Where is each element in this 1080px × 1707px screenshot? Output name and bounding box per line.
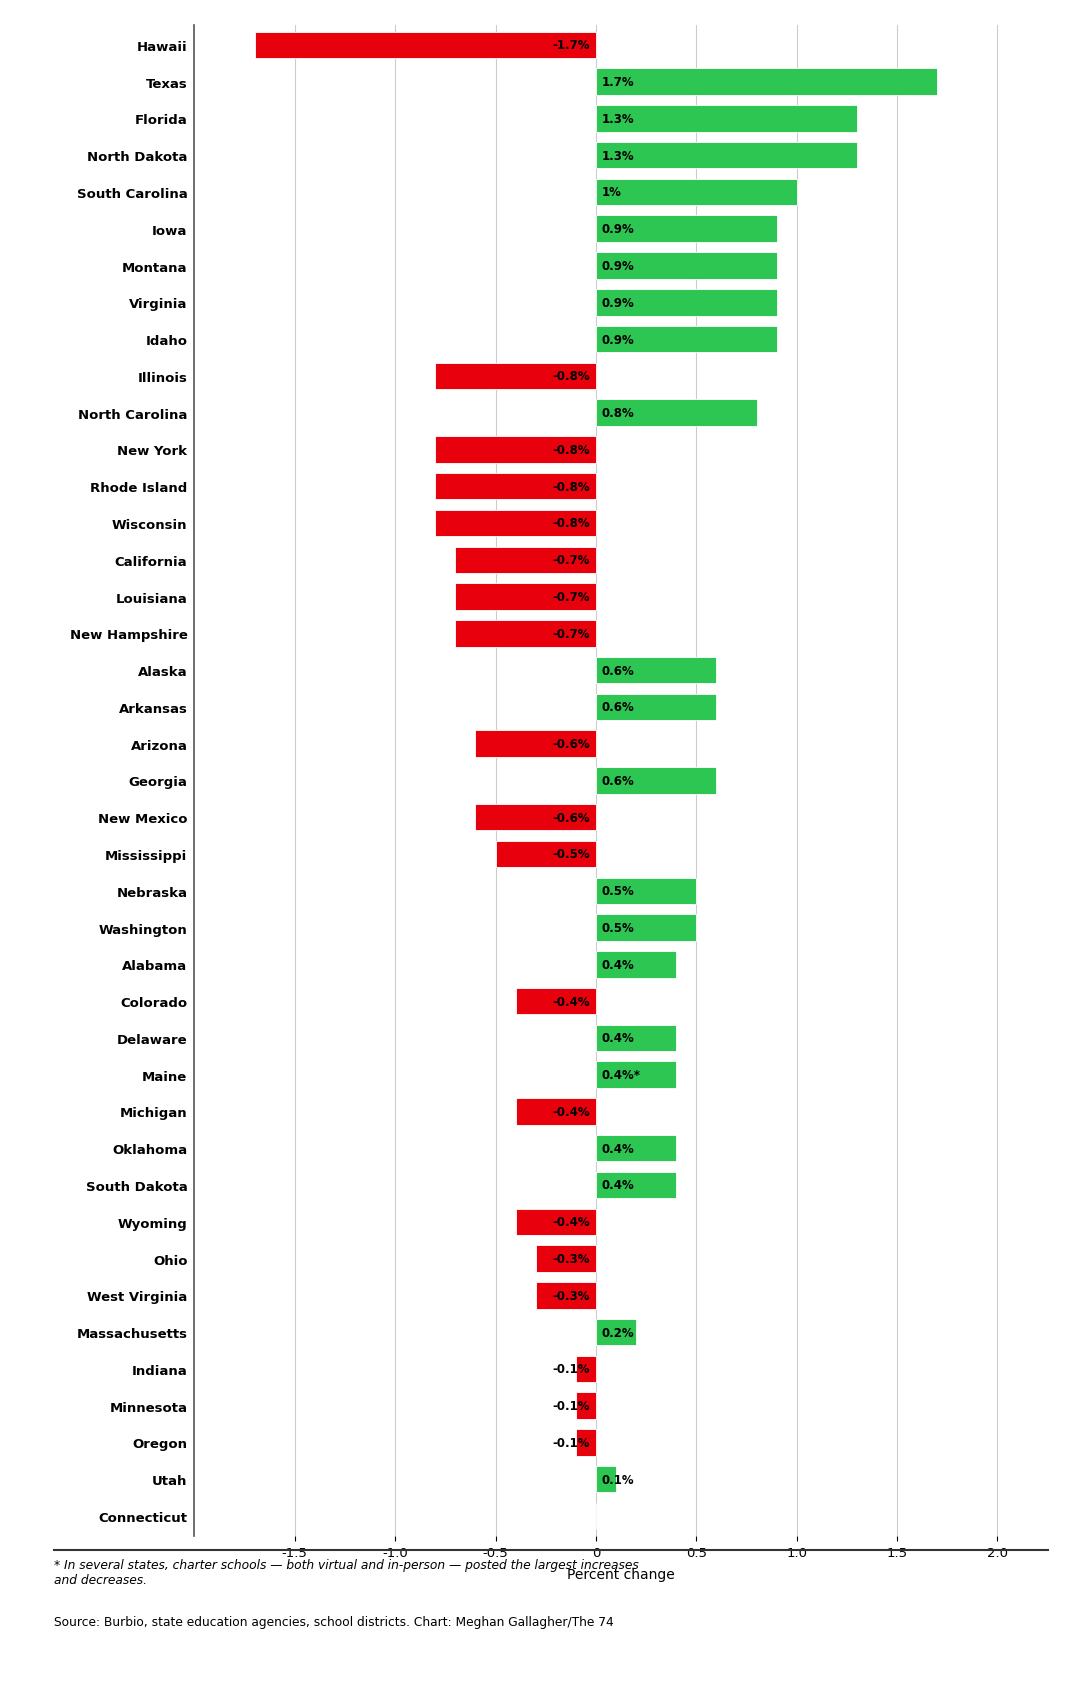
Text: -0.6%: -0.6% [552,811,590,824]
Text: -0.8%: -0.8% [552,444,590,457]
Text: 0.9%: 0.9% [602,297,635,309]
Text: -0.7%: -0.7% [552,591,590,604]
Text: 0.5%: 0.5% [602,922,635,934]
Text: -0.7%: -0.7% [552,553,590,567]
Bar [435,510,596,538]
Text: 1%: 1% [602,186,622,200]
Bar [255,32,596,60]
Bar [456,621,596,647]
Bar [596,915,697,941]
Bar [596,70,937,96]
Text: 0.4%*: 0.4%* [602,1069,640,1082]
Text: -0.4%: -0.4% [552,1215,590,1229]
Text: 0.4%: 0.4% [602,958,635,971]
Text: 0.9%: 0.9% [602,224,635,236]
Bar [596,326,777,353]
Text: 0.2%: 0.2% [602,1326,635,1338]
Bar [576,1393,596,1419]
Text: 0.1%: 0.1% [602,1473,635,1485]
Bar [576,1429,596,1456]
Bar [596,951,676,978]
Text: * In several states, charter schools — both virtual and in-person — posted the l: * In several states, charter schools — b… [54,1558,638,1586]
Bar [435,437,596,463]
Bar [596,106,856,133]
Text: 0.4%: 0.4% [602,1031,635,1045]
Text: 0.9%: 0.9% [602,333,635,347]
Bar [475,804,596,831]
Text: -0.3%: -0.3% [552,1289,590,1302]
Bar [596,290,777,316]
Text: 0.9%: 0.9% [602,259,635,273]
Bar [435,364,596,389]
Bar [475,731,596,758]
Text: 0.4%: 0.4% [602,1180,635,1191]
Text: 0.6%: 0.6% [602,702,635,714]
Text: -0.8%: -0.8% [552,517,590,531]
Text: -0.8%: -0.8% [552,370,590,382]
Bar [596,179,797,207]
Text: -0.4%: -0.4% [552,995,590,1009]
Bar [456,548,596,574]
Text: -0.1%: -0.1% [552,1362,590,1376]
Bar [596,877,697,905]
Bar [596,253,777,280]
Text: -0.1%: -0.1% [552,1400,590,1412]
Bar [515,1209,596,1236]
Bar [596,768,716,794]
Bar [596,1173,676,1198]
Bar [596,1466,616,1492]
Bar [536,1282,596,1309]
Bar [536,1246,596,1272]
Bar [435,473,596,500]
Text: -0.5%: -0.5% [552,848,590,860]
Text: 1.3%: 1.3% [602,150,635,162]
Text: 0.4%: 0.4% [602,1142,635,1156]
Text: -0.8%: -0.8% [552,480,590,493]
Text: 0.6%: 0.6% [602,664,635,678]
Text: -1.7%: -1.7% [552,39,590,53]
Text: -0.1%: -0.1% [552,1436,590,1449]
Text: -0.4%: -0.4% [552,1104,590,1118]
Text: Source: Burbio, state education agencies, school districts. Chart: Meghan Gallag: Source: Burbio, state education agencies… [54,1615,613,1628]
Bar [596,657,716,685]
Bar [515,988,596,1014]
Text: -0.7%: -0.7% [552,628,590,640]
Bar [596,143,856,169]
Text: -0.3%: -0.3% [552,1253,590,1265]
Bar [596,1062,676,1089]
Bar [596,399,756,427]
Bar [596,217,777,242]
Bar [515,1099,596,1125]
Bar [456,584,596,611]
Bar [576,1355,596,1383]
Bar [596,695,716,720]
Text: 1.3%: 1.3% [602,113,635,126]
Text: 1.7%: 1.7% [602,77,635,89]
Bar [596,1320,636,1345]
Text: 0.8%: 0.8% [602,406,635,420]
Bar [496,842,596,867]
Text: -0.6%: -0.6% [552,737,590,751]
Text: 0.6%: 0.6% [602,775,635,787]
Bar [596,1024,676,1052]
Text: 0.5%: 0.5% [602,884,635,898]
Bar [596,1135,676,1162]
X-axis label: Percent change: Percent change [567,1567,675,1581]
